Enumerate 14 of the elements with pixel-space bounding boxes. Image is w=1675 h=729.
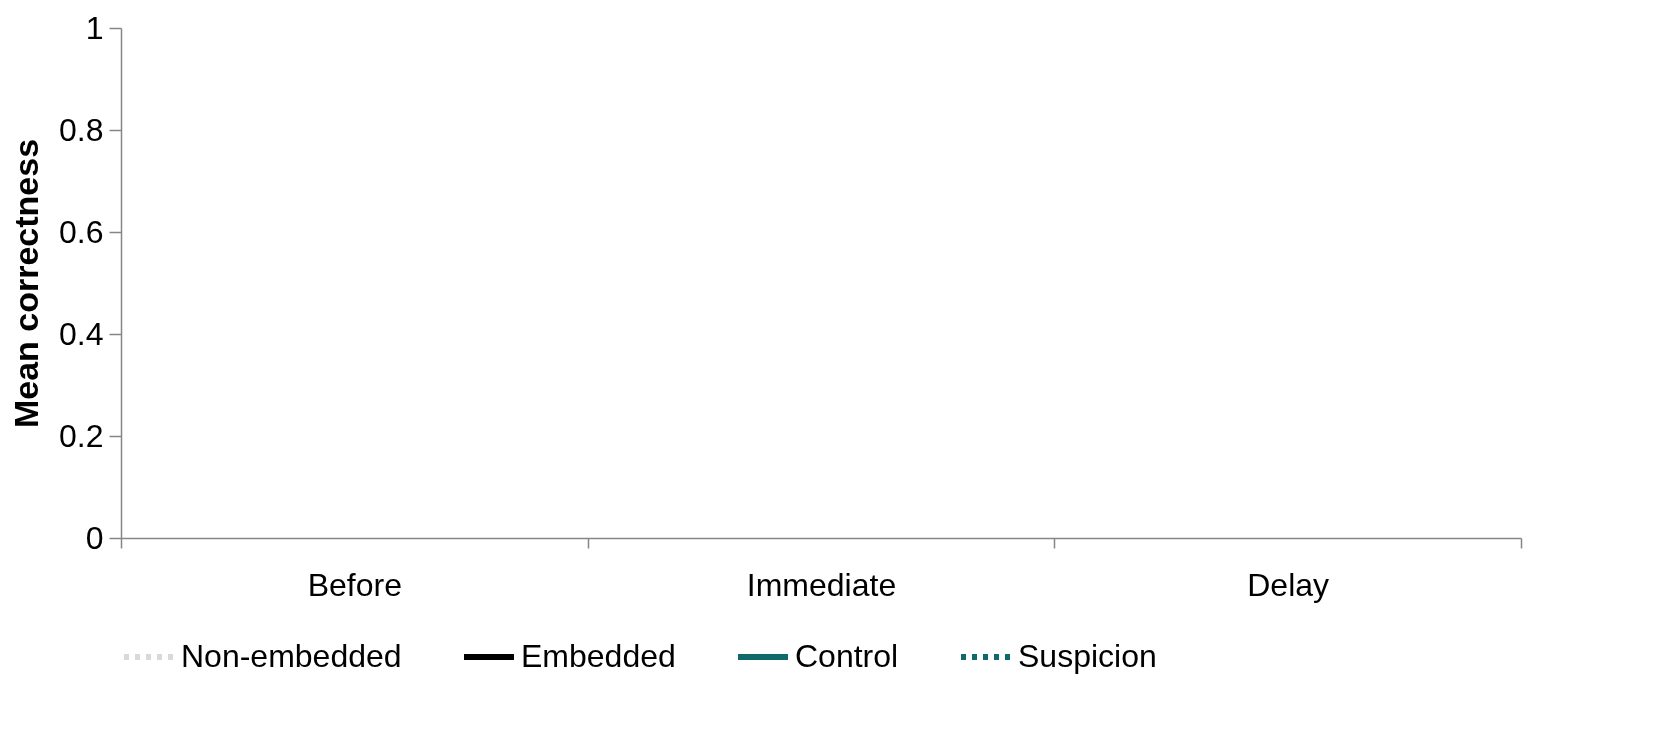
y-tick-label: 0.4 xyxy=(59,315,104,352)
y-tick-label: 0.8 xyxy=(59,111,104,148)
legend-label: Embedded xyxy=(521,638,676,674)
legend-label: Suspicion xyxy=(1018,638,1157,674)
x-tick-label: Delay xyxy=(1247,566,1330,603)
x-tick-label: Before xyxy=(307,566,402,603)
y-tick-label: 0.2 xyxy=(59,417,104,454)
x-tick-label: Immediate xyxy=(746,566,897,603)
y-tick-label: 0.6 xyxy=(59,213,104,250)
y-tick-label: 0 xyxy=(85,519,104,556)
legend-label: Control xyxy=(795,638,899,674)
y-tick-label: 1 xyxy=(85,9,104,46)
y-axis-title: Mean correctness xyxy=(7,138,46,429)
legend-label: Non-embedded xyxy=(181,638,402,674)
